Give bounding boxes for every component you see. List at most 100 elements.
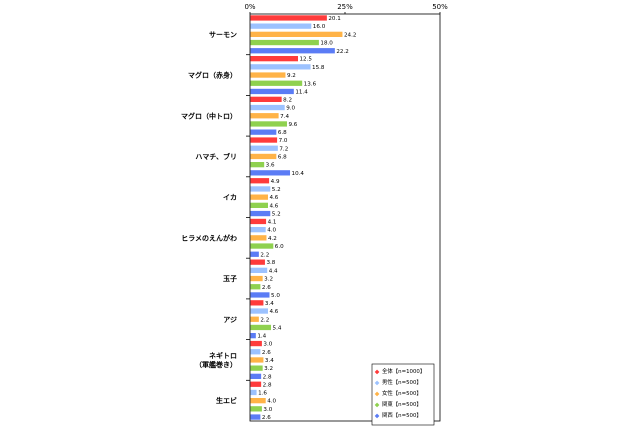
legend-label: 関東【n=500】 [382, 400, 422, 408]
bar [250, 267, 268, 273]
bar [250, 292, 270, 298]
x-tick-label: 0% [244, 3, 255, 11]
bar-value-label: 1.4 [257, 334, 266, 340]
bar-value-label: 4.9 [271, 179, 280, 185]
bar [250, 153, 277, 160]
bar [250, 72, 286, 78]
bar-value-label: 7.2 [279, 146, 288, 152]
legend-marker: ◆ [375, 402, 380, 409]
bar [250, 398, 266, 404]
bar [250, 186, 271, 192]
bar-value-label: 3.0 [263, 342, 272, 348]
bar-value-label: 2.2 [260, 317, 269, 323]
bar-value-label: 6.0 [275, 244, 284, 250]
bar [250, 333, 256, 339]
bar-value-label: 2.6 [262, 350, 271, 356]
bar-value-label: 4.6 [269, 195, 278, 201]
bar [250, 15, 327, 21]
x-tick-label: 25% [337, 3, 353, 11]
category-label: アジ [223, 316, 237, 324]
bar-value-label: 7.4 [280, 114, 289, 120]
bar-value-label: 2.8 [263, 374, 272, 380]
bar [250, 251, 259, 257]
legend-marker: ◆ [375, 413, 380, 420]
bar-value-label: 2.8 [263, 382, 272, 388]
bar [250, 284, 261, 290]
bar-value-label: 6.8 [278, 155, 287, 161]
bar-value-label: 11.4 [295, 90, 308, 96]
bar-value-label: 9.2 [287, 73, 296, 79]
bar [250, 129, 277, 135]
category-label: ヒラメのえんがわ [181, 233, 237, 242]
bar [250, 162, 265, 168]
bar [250, 357, 264, 363]
bar [250, 113, 279, 119]
category-label: 玉子 [223, 275, 237, 283]
bar [250, 365, 263, 371]
bar-value-label: 10.4 [292, 171, 305, 177]
bar [250, 23, 312, 29]
bar [250, 104, 285, 111]
bar-value-label: 5.2 [272, 187, 281, 193]
bar [250, 218, 267, 225]
bar [250, 121, 287, 127]
bar-value-label: 8.2 [283, 97, 292, 103]
bar-value-label: 2.6 [262, 285, 271, 291]
bar-value-label: 3.4 [265, 301, 274, 307]
bar [250, 406, 262, 412]
bar-value-label: 5.4 [273, 326, 282, 332]
bar [250, 381, 262, 387]
legend-box [371, 363, 435, 426]
bar-value-label: 22.2 [336, 49, 348, 55]
bar-value-label: 4.4 [269, 268, 278, 274]
bar-value-label: 3.4 [265, 358, 274, 364]
bar-value-label: 4.2 [268, 236, 277, 242]
bar [250, 300, 264, 306]
bar [250, 56, 298, 62]
bar [250, 80, 303, 86]
bar [250, 349, 261, 355]
legend-label: 関西【n=500】 [382, 412, 422, 419]
bar [250, 340, 262, 347]
bar [250, 308, 268, 314]
legend-marker: ◆ [375, 391, 380, 398]
category-label: ネギトロ（軍艦巻き） [195, 351, 237, 369]
bar [250, 324, 272, 331]
bar [250, 227, 266, 233]
bar-value-label: 13.6 [304, 81, 317, 87]
category-label: イカ [223, 194, 237, 202]
legend-label: 女性【n=500】 [382, 389, 422, 397]
bar-value-label: 5.2 [272, 212, 281, 218]
bar-value-label: 4.1 [268, 220, 277, 226]
x-tick-label: 50% [432, 3, 448, 11]
bar-value-label: 24.2 [344, 32, 356, 38]
legend-label: 男性【n=500】 [382, 378, 422, 386]
category-label: マグロ（中トロ） [181, 111, 237, 120]
bar-value-label: 18.0 [320, 41, 333, 47]
bar [250, 235, 267, 241]
bar [250, 194, 268, 200]
bar-value-label: 3.0 [263, 407, 272, 413]
bar-value-label: 3.2 [264, 277, 273, 283]
bar [250, 96, 282, 102]
bar [250, 145, 278, 151]
bar [250, 243, 274, 249]
bar-value-label: 9.0 [286, 106, 295, 112]
category-label: サーモン [209, 31, 237, 39]
legend-marker: ◆ [375, 380, 380, 387]
bar-value-label: 3.6 [266, 163, 275, 169]
bar [250, 373, 262, 379]
bar-value-label: 4.0 [267, 399, 276, 405]
bar [250, 389, 257, 396]
bar-value-label: 1.6 [258, 391, 267, 397]
bar-value-label: 9.6 [288, 122, 297, 128]
bar [250, 210, 271, 217]
bar [250, 414, 261, 420]
legend-marker: ◆ [375, 369, 380, 376]
bar [250, 31, 343, 37]
bar [250, 170, 291, 176]
bar-value-label: 7.0 [279, 138, 288, 144]
bar [250, 88, 294, 95]
